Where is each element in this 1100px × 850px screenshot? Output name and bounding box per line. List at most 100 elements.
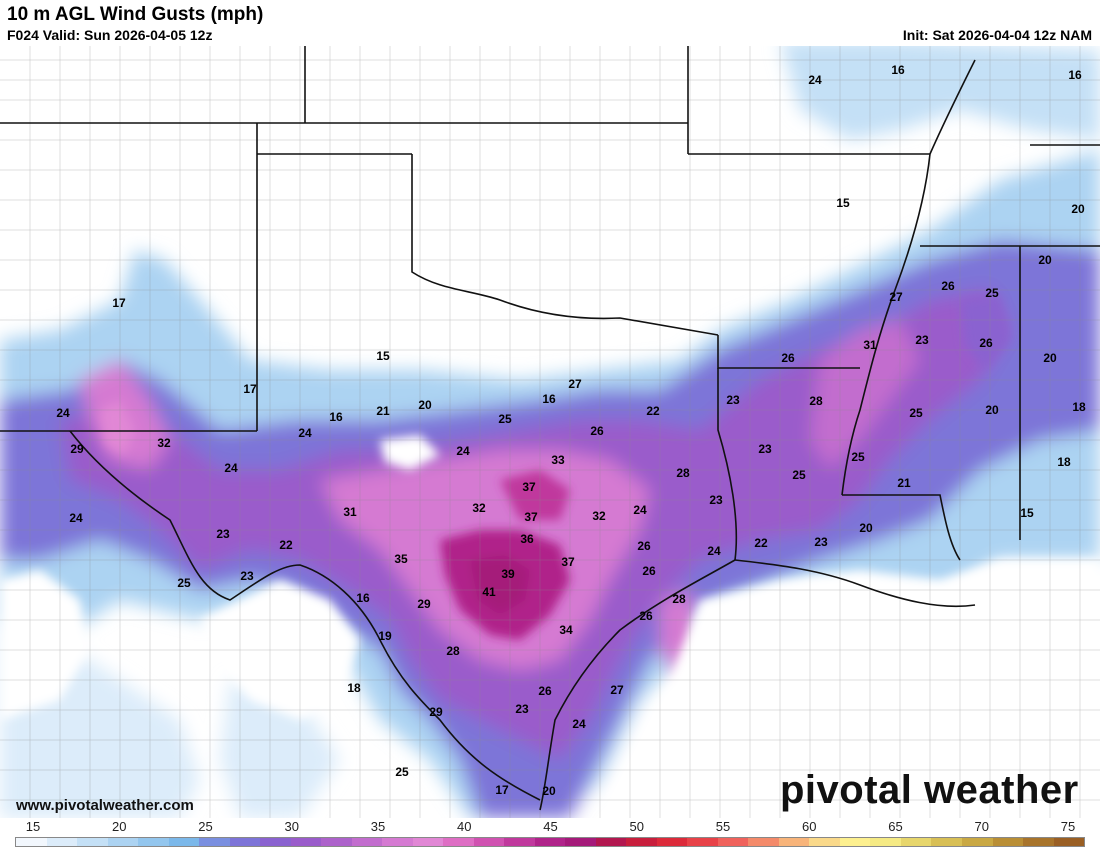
gust-value-label: 23 xyxy=(814,535,828,549)
gust-value-label: 24 xyxy=(633,503,647,517)
gust-value-label: 37 xyxy=(561,555,575,569)
colorbar-swatch xyxy=(290,838,322,846)
gust-value-label: 29 xyxy=(429,705,443,719)
gust-value-label: 19 xyxy=(378,629,392,643)
gust-value-label: 20 xyxy=(542,784,556,798)
gust-value-label: 25 xyxy=(851,450,865,464)
gust-value-label: 32 xyxy=(472,501,486,515)
gust-value-label: 23 xyxy=(709,493,723,507)
colorbar-tick-label: 65 xyxy=(888,819,903,834)
colorbar-swatch xyxy=(351,838,383,846)
gust-value-label: 25 xyxy=(498,412,512,426)
gust-value-label: 25 xyxy=(395,765,409,779)
map-svg: 24 16 16 15 20 20 17 27 26 25 15 26 31 23 26 20 27 17 16 24… xyxy=(0,46,1100,818)
gust-value-label: 26 xyxy=(538,684,552,698)
gust-value-label: 37 xyxy=(524,510,538,524)
gust-value-label: 22 xyxy=(646,404,660,418)
gust-value-label: 17 xyxy=(495,783,509,797)
colorbar-swatch xyxy=(931,838,962,846)
gust-value-label: 25 xyxy=(909,406,923,420)
colorbar-swatch xyxy=(504,838,535,846)
gust-value-label: 23 xyxy=(240,569,254,583)
gust-value-label: 37 xyxy=(522,480,536,494)
gust-value-label: 28 xyxy=(446,644,460,658)
colorbar-swatch xyxy=(260,838,291,846)
colorbar-swatch xyxy=(870,838,901,846)
gust-value-label: 24 xyxy=(456,444,470,458)
gust-value-label: 26 xyxy=(941,279,955,293)
county-lines xyxy=(0,46,1100,818)
gust-value-label: 20 xyxy=(1071,202,1085,216)
gust-value-label: 22 xyxy=(754,536,768,550)
colorbar-tick-label: 20 xyxy=(112,819,127,834)
gust-value-label: 36 xyxy=(520,532,534,546)
colorbar-swatch xyxy=(382,838,413,846)
gust-value-label: 26 xyxy=(781,351,795,365)
colorbar-swatch xyxy=(839,838,871,846)
colorbar-tick-label: 75 xyxy=(1060,819,1076,834)
gust-value-label: 26 xyxy=(642,564,656,578)
colorbar-swatch xyxy=(138,838,169,846)
gust-value-label: 16 xyxy=(891,63,905,77)
gust-value-label: 24 xyxy=(298,426,312,440)
colorbar-swatch xyxy=(107,838,139,846)
colorbar-swatch xyxy=(717,838,749,846)
gust-value-label: 22 xyxy=(279,538,293,552)
colorbar-tick-label: 25 xyxy=(198,819,213,834)
colorbar-tick-label: 15 xyxy=(25,819,41,834)
gust-value-label: 27 xyxy=(568,377,582,391)
gust-value-label: 20 xyxy=(859,521,873,535)
colorbar-swatch xyxy=(565,838,596,846)
gust-value-label: 27 xyxy=(610,683,624,697)
gust-value-label: 35 xyxy=(394,552,408,566)
colorbar-swatch xyxy=(809,838,840,846)
gust-value-label: 26 xyxy=(639,609,653,623)
gust-value-label: 28 xyxy=(809,394,823,408)
gust-value-label: 25 xyxy=(792,468,806,482)
gust-value-label: 18 xyxy=(1057,455,1071,469)
gust-value-label: 23 xyxy=(758,442,772,456)
colorbar-swatch xyxy=(16,838,47,846)
colorbar-swatch xyxy=(656,838,688,846)
colorbar-swatch xyxy=(687,838,718,846)
gust-value-label: 28 xyxy=(676,466,690,480)
gust-value-label: 21 xyxy=(897,476,911,490)
state-borders xyxy=(0,46,1100,811)
gust-value-label: 16 xyxy=(356,591,370,605)
colorbar-swatch xyxy=(412,838,444,846)
gust-value-label: 24 xyxy=(572,717,586,731)
map-title: 10 m AGL Wind Gusts (mph) xyxy=(7,4,264,25)
gust-value-label: 23 xyxy=(515,702,529,716)
gust-value-label: 16 xyxy=(329,410,343,424)
gust-value-label: 34 xyxy=(559,623,573,637)
colorbar-tick-label: 60 xyxy=(802,819,817,834)
pivotal-weather-logo: pivotal weather xyxy=(780,768,1079,812)
gust-value-label: 16 xyxy=(1068,68,1082,82)
gust-value-label: 20 xyxy=(1038,253,1052,267)
gust-value-label: 17 xyxy=(243,382,257,396)
init-time: Init: Sat 2026-04-04 12z NAM xyxy=(902,27,1092,43)
gust-value-label: 18 xyxy=(347,681,361,695)
colorbar-swatch xyxy=(46,838,78,846)
gust-value-label: 33 xyxy=(551,453,565,467)
gust-value-label: 16 xyxy=(542,392,556,406)
colorbar-swatch xyxy=(1053,838,1085,846)
gust-core xyxy=(100,295,1010,640)
colorbar-tick-label: 30 xyxy=(284,819,299,834)
map-canvas[interactable]: 24 16 16 15 20 20 17 27 26 25 15 26 31 23 26 20 27 17 16 24… xyxy=(0,46,1100,818)
gust-value-label: 31 xyxy=(863,338,877,352)
gust-value-label: 15 xyxy=(1020,506,1034,520)
colorbar-swatch xyxy=(961,838,993,846)
gust-value-label: 32 xyxy=(157,436,171,450)
colorbar-scale xyxy=(15,837,1085,847)
colorbar-swatch xyxy=(748,838,779,846)
colorbar-swatch xyxy=(595,838,627,846)
colorbar-swatch xyxy=(473,838,505,846)
colorbar-swatch xyxy=(900,838,932,846)
colorbar-swatch xyxy=(199,838,230,846)
gust-value-label: 24 xyxy=(808,73,822,87)
gust-value-label: 28 xyxy=(672,592,686,606)
gust-value-label: 41 xyxy=(482,585,496,599)
gust-value-label: 15 xyxy=(376,349,390,363)
gust-value-label: 20 xyxy=(1043,351,1057,365)
